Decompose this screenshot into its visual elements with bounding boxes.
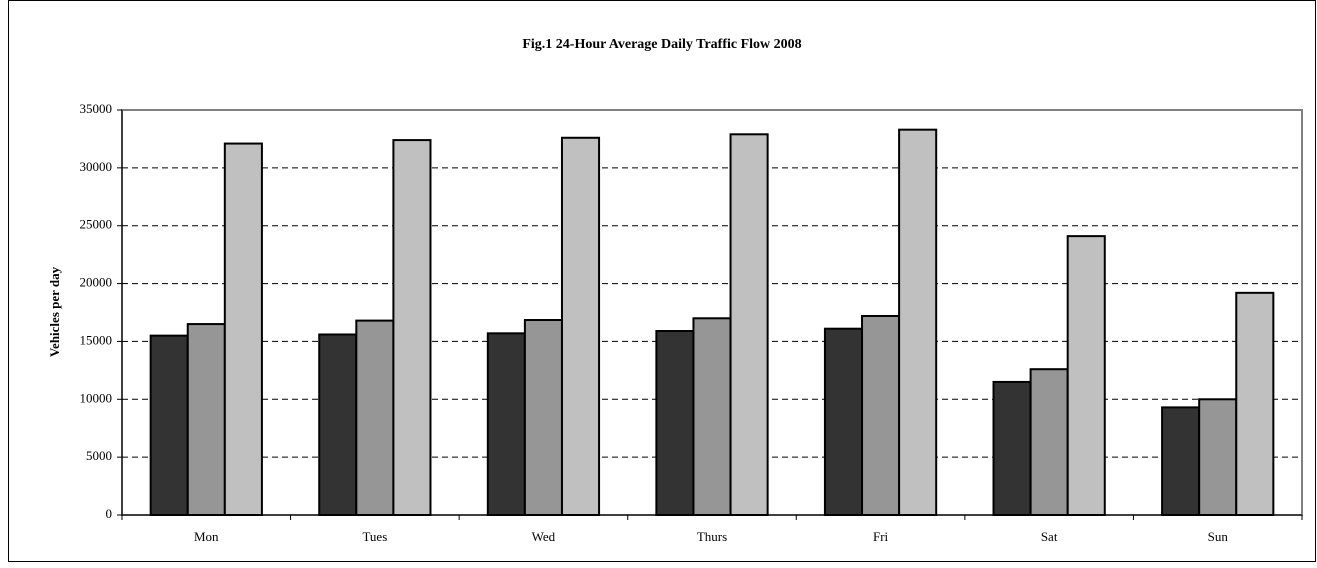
y-tick-label: 5000 [86, 448, 112, 463]
x-tick-label: Mon [194, 529, 219, 544]
y-tick-label: 30000 [80, 159, 113, 174]
bar [1029, 368, 1069, 517]
bar [149, 334, 189, 516]
y-tick-label: 20000 [80, 275, 113, 290]
bar [992, 380, 1032, 516]
bar [1066, 235, 1106, 516]
bar [861, 314, 901, 516]
bar [1235, 291, 1275, 517]
bar [186, 323, 226, 517]
y-tick-label: 15000 [80, 332, 113, 347]
y-tick-label: 25000 [80, 217, 113, 232]
x-tick-label: Fri [873, 529, 889, 544]
x-tick-label: Sun [1208, 529, 1229, 544]
bar [823, 327, 864, 517]
bar [223, 142, 263, 517]
y-tick-label: 0 [106, 506, 113, 521]
bar [523, 319, 563, 516]
bar [318, 333, 358, 516]
bar [692, 317, 732, 516]
bar [392, 139, 432, 516]
x-tick-label: Thurs [697, 529, 727, 544]
bar [560, 136, 601, 516]
bar [655, 330, 695, 516]
bar [729, 133, 769, 517]
bar [1161, 406, 1201, 516]
y-tick-label: 10000 [80, 390, 113, 405]
bar [1198, 398, 1238, 516]
y-tick-label: 35000 [80, 101, 113, 116]
bar [486, 332, 526, 517]
x-tick-label: Wed [532, 529, 556, 544]
y-axis-label: Vehicles per day [47, 266, 62, 357]
x-tick-label: Sat [1041, 529, 1058, 544]
bar [355, 319, 395, 516]
bar [898, 128, 938, 517]
x-tick-label: Tues [362, 529, 387, 544]
chart-title: Fig.1 24-Hour Average Daily Traffic Flow… [522, 37, 801, 52]
